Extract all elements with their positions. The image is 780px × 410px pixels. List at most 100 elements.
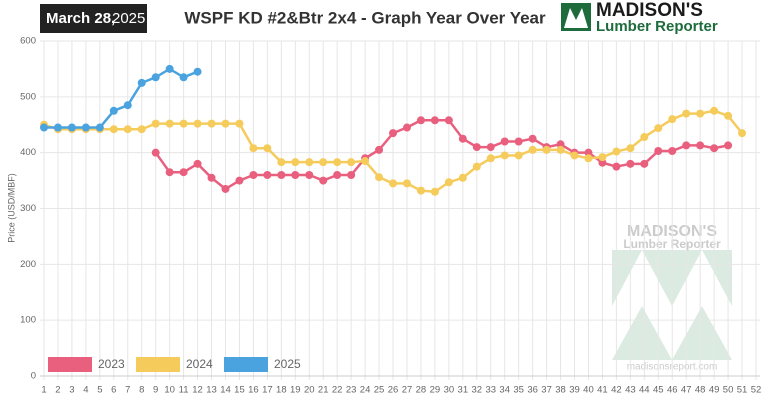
y-tick-label: 600 — [20, 36, 36, 47]
x-tick-label: 6 — [111, 385, 116, 396]
data-point — [389, 179, 398, 188]
date-year: 2025 — [112, 10, 145, 27]
data-point — [458, 173, 467, 182]
x-tick-label: 27 — [402, 385, 413, 396]
x-tick-label: 38 — [555, 385, 566, 396]
x-tick-label: 2 — [55, 385, 60, 396]
data-point — [249, 171, 258, 179]
data-point — [528, 134, 537, 143]
data-point — [235, 119, 244, 128]
data-point — [305, 171, 314, 179]
y-tick-label: 400 — [20, 147, 36, 158]
legend-label: 2023 — [98, 357, 125, 371]
data-point — [696, 141, 705, 150]
x-tick-label: 41 — [597, 385, 608, 396]
x-tick-label: 25 — [374, 385, 385, 396]
data-point — [500, 151, 509, 160]
data-point — [291, 171, 300, 179]
data-point — [235, 176, 244, 185]
x-tick-label: 1 — [41, 385, 46, 396]
data-point — [81, 123, 90, 132]
data-point — [333, 171, 342, 179]
x-tick-label: 23 — [346, 385, 357, 396]
x-tick-label: 39 — [569, 385, 580, 396]
data-point — [347, 171, 356, 179]
data-point — [472, 162, 481, 171]
y-tick-label: 100 — [20, 315, 36, 326]
x-tick-label: 35 — [513, 385, 524, 396]
data-point — [193, 119, 202, 128]
legend-swatch — [136, 357, 180, 372]
x-tick-label: 19 — [290, 385, 301, 396]
data-point — [514, 137, 523, 146]
series-line — [44, 67, 199, 129]
data-point — [710, 144, 719, 153]
data-point — [500, 137, 509, 146]
data-point — [123, 125, 132, 134]
x-tick-label: 42 — [611, 385, 622, 396]
x-tick-label: 4 — [83, 385, 88, 396]
data-point — [402, 123, 411, 132]
data-point — [626, 159, 635, 168]
x-tick-label: 7 — [125, 385, 130, 396]
data-point — [179, 73, 188, 82]
data-point — [137, 78, 146, 87]
data-point — [514, 151, 523, 160]
data-point — [277, 171, 286, 179]
data-point — [137, 125, 146, 134]
data-point — [40, 123, 48, 132]
data-point — [430, 116, 439, 125]
data-point — [542, 145, 551, 154]
x-tick-label: 22 — [332, 385, 343, 396]
data-point — [668, 115, 677, 124]
x-tick-label: 20 — [304, 385, 315, 396]
data-point — [486, 143, 495, 152]
x-tick-label: 17 — [262, 385, 273, 396]
x-tick-label: 48 — [695, 385, 706, 396]
x-tick-label: 11 — [179, 385, 189, 396]
data-point — [430, 187, 439, 196]
data-point — [277, 158, 286, 167]
data-point — [291, 158, 300, 167]
data-point — [165, 168, 174, 177]
y-tick-label: 300 — [20, 203, 36, 214]
x-tick-label: 51 — [737, 385, 748, 396]
data-point — [179, 168, 188, 177]
x-tick-label: 3 — [69, 385, 74, 396]
x-tick-label: 14 — [220, 385, 231, 396]
x-tick-label: 18 — [276, 385, 287, 396]
x-tick-label: 30 — [444, 385, 455, 396]
data-point — [53, 123, 62, 132]
data-point — [612, 162, 621, 171]
data-point — [570, 151, 579, 160]
data-point — [556, 145, 565, 154]
legend-swatch — [48, 357, 92, 372]
chart-title: WSPF KD #2&Btr 2x4 - Graph Year Over Yea… — [184, 8, 546, 27]
legend-label: 2024 — [186, 357, 213, 371]
data-point — [402, 179, 411, 188]
watermark-shape — [612, 306, 732, 360]
x-tick-label: 46 — [667, 385, 678, 396]
data-point — [333, 158, 342, 167]
data-point — [221, 184, 230, 193]
data-point — [668, 146, 677, 155]
data-point — [263, 144, 272, 153]
logo-sub: Lumber Reporter — [596, 18, 718, 35]
data-point — [109, 125, 118, 134]
data-point — [724, 111, 733, 120]
x-tick-label: 29 — [430, 385, 441, 396]
data-point — [654, 146, 663, 155]
data-point — [598, 158, 607, 167]
data-point — [193, 67, 202, 76]
data-point — [221, 119, 230, 128]
x-tick-label: 45 — [653, 385, 664, 396]
data-point — [319, 158, 328, 167]
data-point — [193, 159, 202, 168]
legend-swatch — [224, 357, 268, 372]
data-point — [626, 144, 635, 153]
data-point — [486, 154, 495, 163]
data-point — [556, 140, 565, 149]
data-point — [109, 106, 118, 115]
